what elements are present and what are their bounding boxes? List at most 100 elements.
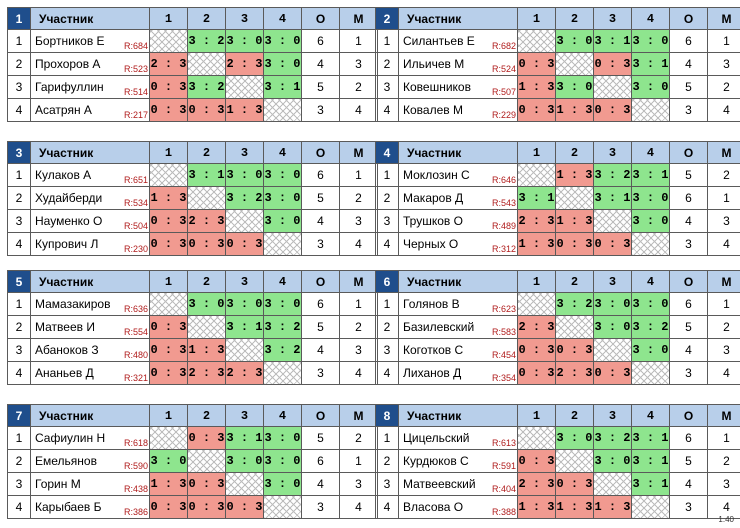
participant-cell[interactable]: Базилевский R:583 [398, 315, 518, 339]
participant-cell[interactable]: Ковалев М R:229 [398, 98, 518, 122]
participant-name: Базилевский [403, 320, 475, 334]
participant-cell[interactable]: Бортников Е R:684 [30, 29, 150, 53]
participant-cell[interactable]: Прохоров А R:523 [30, 52, 150, 76]
self-cell [593, 75, 632, 99]
score-cell: 1 : 3 [555, 495, 594, 519]
participant-rating: R:682 [491, 41, 516, 51]
participant-cell[interactable]: Черных О R:312 [398, 232, 518, 256]
column-header: 2 [187, 404, 226, 427]
self-cell [225, 209, 264, 233]
self-cell [593, 209, 632, 233]
participant-cell[interactable]: Трушков О R:489 [398, 209, 518, 233]
participant-cell[interactable]: Силантьев Е R:682 [398, 29, 518, 53]
column-header: 3 [225, 404, 264, 427]
participant-cell[interactable]: Купрович Л R:230 [30, 232, 150, 256]
score-cell: 3 : 0 [225, 449, 264, 473]
participant-cell[interactable]: Карыбаев Б R:386 [30, 495, 150, 519]
row-number: 4 [7, 495, 31, 519]
participant-cell[interactable]: Макаров Д R:543 [398, 186, 518, 210]
column-header: 1 [149, 404, 188, 427]
score-cell: 0 : 3 [555, 232, 594, 256]
score-cell: 3 : 0 [263, 472, 302, 496]
score-cell: 1 : 3 [225, 98, 264, 122]
participant-cell[interactable]: Науменко О R:504 [30, 209, 150, 233]
participant-cell[interactable]: Ильичев М R:524 [398, 52, 518, 76]
participant-cell[interactable]: Гарифуллин R:514 [30, 75, 150, 99]
points-header: О [301, 141, 340, 164]
participant-name: Мамазакиров [35, 297, 111, 311]
score-cell: 0 : 3 [149, 209, 188, 233]
score-cell: 0 : 3 [187, 426, 226, 450]
group-number: 5 [7, 270, 31, 293]
score-cell: 3 : 2 [263, 315, 302, 339]
score-cell: 3 : 1 [631, 426, 670, 450]
group-number: 6 [375, 270, 399, 293]
self-cell [263, 495, 302, 519]
participant-cell[interactable]: Худайберди R:534 [30, 186, 150, 210]
column-header: 1 [149, 270, 188, 293]
self-cell [225, 472, 264, 496]
place-cell: 2 [339, 75, 378, 99]
participant-rating: R:524 [491, 64, 516, 74]
score-cell: 3 : 0 [263, 209, 302, 233]
participant-rating: R:514 [123, 87, 148, 97]
row-number: 3 [375, 338, 399, 362]
score-cell: 0 : 3 [517, 338, 556, 362]
score-cell: 0 : 3 [593, 98, 632, 122]
participant-name: Прохоров А [35, 57, 101, 71]
score-cell: 3 : 2 [631, 315, 670, 339]
column-header: 1 [149, 7, 188, 30]
participant-rating: R:554 [123, 327, 148, 337]
points-cell: 4 [669, 472, 708, 496]
participant-cell[interactable]: Голянов В R:623 [398, 292, 518, 316]
participant-cell[interactable]: Матвеев И R:554 [30, 315, 150, 339]
participant-cell[interactable]: Абаноков З R:480 [30, 338, 150, 362]
participant-cell[interactable]: Матвеевский R:404 [398, 472, 518, 496]
participant-cell[interactable]: Лиханов Д R:354 [398, 361, 518, 385]
participant-cell[interactable]: Цицельский R:613 [398, 426, 518, 450]
participant-rating: R:386 [123, 507, 148, 517]
score-cell: 3 : 0 [593, 292, 632, 316]
participant-cell[interactable]: Ананьев Д R:321 [30, 361, 150, 385]
group-header-row: 1 Участник 1 2 3 4 О М [7, 7, 378, 30]
participant-rating: R:504 [123, 221, 148, 231]
participant-cell[interactable]: Курдюков С R:591 [398, 449, 518, 473]
group-header-row: 7 Участник 1 2 3 4 О М [7, 404, 378, 427]
score-cell: 0 : 3 [555, 472, 594, 496]
points-cell: 4 [301, 472, 340, 496]
score-cell: 3 : 1 [631, 52, 670, 76]
participant-cell[interactable]: Коготков С R:454 [398, 338, 518, 362]
participant-cell[interactable]: Емельянов R:590 [30, 449, 150, 473]
participant-rating: R:229 [491, 110, 516, 120]
participant-cell[interactable]: Власова О R:388 [398, 495, 518, 519]
participant-cell[interactable]: Кулаков А R:651 [30, 163, 150, 187]
participant-rating: R:354 [491, 373, 516, 383]
participant-cell[interactable]: Мамазакиров R:636 [30, 292, 150, 316]
participant-header: Участник [398, 404, 518, 427]
self-cell [149, 163, 188, 187]
place-cell: 2 [707, 163, 740, 187]
score-cell: 0 : 3 [593, 232, 632, 256]
participant-cell[interactable]: Асатрян А R:217 [30, 98, 150, 122]
self-cell [187, 52, 226, 76]
participant-cell[interactable]: Моклозин С R:646 [398, 163, 518, 187]
score-cell: 0 : 3 [187, 472, 226, 496]
score-cell: 3 : 1 [631, 449, 670, 473]
points-cell: 6 [301, 29, 340, 53]
score-cell: 3 : 0 [149, 449, 188, 473]
place-header: М [707, 141, 740, 164]
participant-cell[interactable]: Ковешников R:507 [398, 75, 518, 99]
place-cell: 3 [339, 52, 378, 76]
score-cell: 1 : 3 [517, 75, 556, 99]
score-cell: 3 : 0 [263, 163, 302, 187]
row-number: 1 [375, 163, 399, 187]
points-cell: 3 [301, 232, 340, 256]
self-cell [593, 472, 632, 496]
participant-cell[interactable]: Сафиулин Н R:618 [30, 426, 150, 450]
participant-cell[interactable]: Горин М R:438 [30, 472, 150, 496]
points-cell: 5 [669, 163, 708, 187]
